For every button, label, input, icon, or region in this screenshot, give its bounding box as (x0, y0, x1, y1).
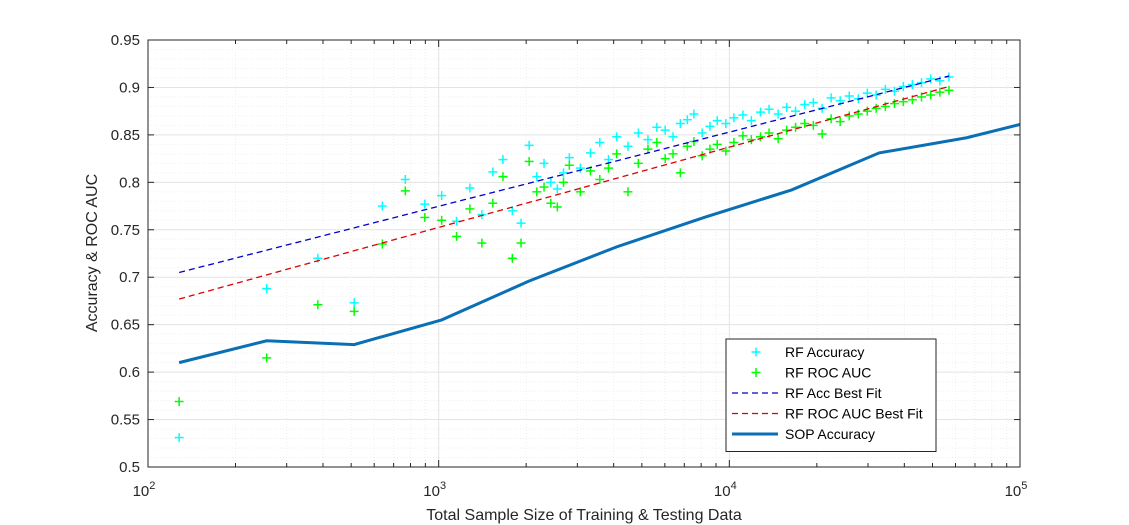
legend-item-rf-accuracy: RF Accuracy (751, 344, 864, 360)
series-rf-roc-auc-best-fit (178, 85, 950, 300)
line-sop-accuracy (178, 122, 1021, 365)
legend-label-rf-roc-auc: RF ROC AUC (785, 365, 871, 381)
legend-label-rf-roc-auc-best-fit: RF ROC AUC Best Fit (785, 406, 923, 422)
line-rf-roc-auc-best-fit (178, 85, 950, 300)
series-rf-accuracy (174, 72, 954, 443)
x-tick-label: 103 (423, 480, 446, 500)
legend-label-rf-accuracy: RF Accuracy (785, 344, 864, 360)
y-tick-label: 0.8 (119, 174, 140, 191)
series-rf-roc-auc (174, 85, 954, 407)
legend-item-rf-acc-best-fit: RF Acc Best Fit (732, 385, 882, 401)
legend: RF Accuracy RF ROC AUC RF Acc Best Fit RF R… (725, 338, 937, 452)
y-tick-label: 0.5 (119, 459, 140, 476)
series-sop-accuracy (178, 122, 1021, 365)
series-layer (174, 72, 1021, 443)
axis-ticks: 0.5 0.55 0.6 0.65 0.7 0.75 0.8 0.85 0.9 0.95 102 10… (111, 32, 1028, 500)
series-rf-acc-best-fit (178, 75, 950, 274)
x-tick-label: 104 (714, 480, 737, 500)
y-tick-label: 0.55 (111, 412, 140, 429)
y-tick-label: 0.75 (111, 222, 140, 239)
y-tick-label: 0.85 (111, 127, 140, 144)
x-tick-label: 105 (1005, 480, 1028, 500)
legend-item-sop-accuracy: SOP Accuracy (732, 426, 875, 442)
legend-label-rf-acc-best-fit: RF Acc Best Fit (785, 385, 882, 401)
x-axis-label: Total Sample Size of Training & Testing … (426, 507, 742, 524)
y-tick-label: 0.95 (111, 32, 140, 49)
legend-item-rf-roc-auc: RF ROC AUC (751, 365, 871, 381)
y-tick-label: 0.7 (119, 269, 140, 286)
legend-item-rf-roc-auc-best-fit: RF ROC AUC Best Fit (732, 406, 923, 422)
plot-frame (147, 39, 1021, 468)
y-axis-label: Accuracy & ROC AUC (84, 174, 101, 332)
y-tick-label: 0.6 (119, 364, 140, 381)
line-rf-acc-best-fit (178, 75, 950, 274)
y-tick-label: 0.65 (111, 317, 140, 334)
legend-label-sop-accuracy: SOP Accuracy (785, 426, 875, 442)
y-tick-label: 0.9 (119, 79, 140, 96)
x-tick-label: 102 (133, 480, 156, 500)
